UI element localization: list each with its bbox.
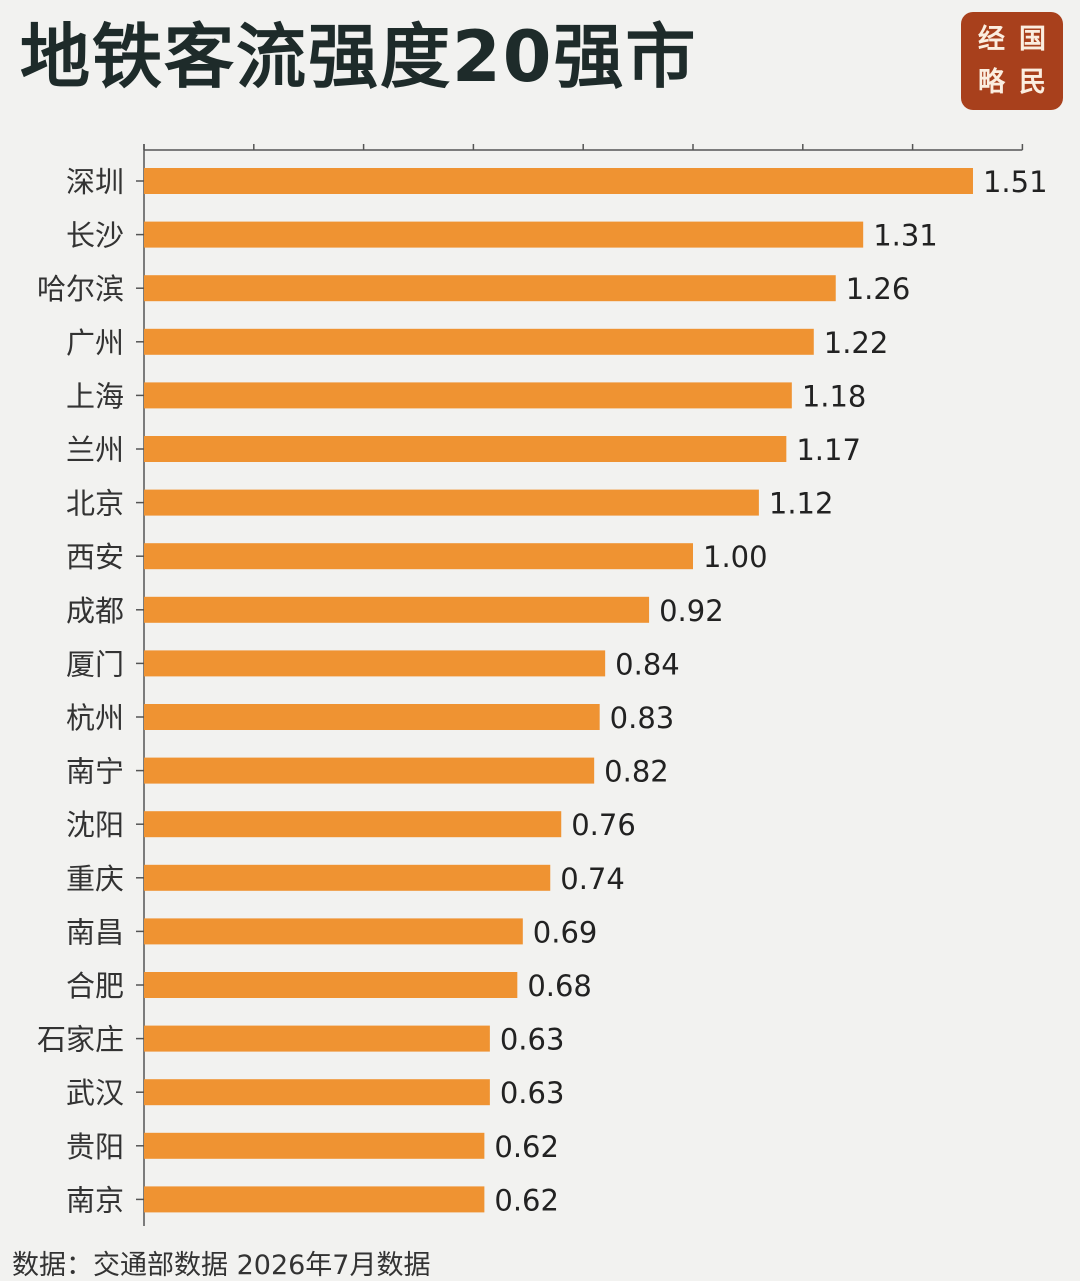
bar <box>144 436 787 462</box>
category-label: 合肥 <box>66 969 124 1003</box>
bar <box>144 811 562 838</box>
data-label: 0.69 <box>533 915 598 949</box>
category-label: 南宁 <box>66 755 124 789</box>
category-label: 杭州 <box>66 701 124 735</box>
bar <box>144 382 792 409</box>
data-label: 0.82 <box>604 755 669 789</box>
category-label: 兰州 <box>66 433 124 467</box>
logo-char: 经 <box>978 24 1005 55</box>
category-label: 深圳 <box>66 165 124 199</box>
data-label: 1.51 <box>983 165 1048 199</box>
data-label: 0.62 <box>494 1183 559 1217</box>
bar <box>144 221 864 248</box>
category-label: 石家庄 <box>37 1023 124 1057</box>
category-label: 南昌 <box>66 915 124 949</box>
data-label: 1.22 <box>824 326 889 360</box>
bar <box>144 864 551 891</box>
chart-title: 地铁客流强度20强市 <box>20 16 698 98</box>
category-label: 长沙 <box>66 219 124 253</box>
bar <box>144 1079 490 1106</box>
bar <box>144 1186 485 1213</box>
category-label: 上海 <box>66 379 124 413</box>
bar <box>144 596 650 623</box>
category-label: 武汉 <box>66 1076 124 1110</box>
bar <box>144 1132 485 1159</box>
bar <box>144 328 814 355</box>
category-label: 哈尔滨 <box>37 272 124 306</box>
logo-char: 国 <box>1019 24 1046 55</box>
data-label: 1.18 <box>802 379 867 413</box>
data-label: 0.62 <box>494 1130 559 1164</box>
category-label: 广州 <box>66 326 124 360</box>
bar <box>144 757 595 784</box>
data-label: 0.74 <box>560 862 625 896</box>
data-label: 1.12 <box>769 487 834 521</box>
category-label: 贵阳 <box>66 1130 124 1164</box>
bar <box>144 168 973 194</box>
data-label: 0.63 <box>500 1023 565 1057</box>
bar <box>144 543 693 570</box>
data-label: 1.31 <box>873 219 938 253</box>
data-label: 0.76 <box>571 808 636 842</box>
data-label: 1.00 <box>703 540 768 574</box>
data-label: 0.84 <box>615 647 680 681</box>
category-label: 成都 <box>66 594 124 628</box>
bar <box>144 650 606 677</box>
category-label: 重庆 <box>66 862 124 896</box>
bar <box>144 918 523 945</box>
data-label: 0.68 <box>527 969 592 1003</box>
category-label: 南京 <box>66 1183 124 1217</box>
data-label: 0.92 <box>659 594 724 628</box>
brand-logo: 经 国 略 民 <box>961 12 1063 110</box>
bar-chart: 深圳 1.51 长沙 1.31 哈尔滨 1.26 广州 1.22 上海 1.18 兰州 1.17 北京 1… <box>37 144 1048 1226</box>
data-label: 1.17 <box>796 433 861 467</box>
bar <box>144 275 836 302</box>
data-label: 1.26 <box>846 272 911 306</box>
category-label: 西安 <box>66 540 124 574</box>
data-label: 0.83 <box>610 701 675 735</box>
bar <box>144 1025 490 1052</box>
category-label: 厦门 <box>66 647 124 681</box>
logo-char: 略 <box>978 67 1005 98</box>
bar <box>144 972 518 998</box>
logo-char: 民 <box>1019 67 1046 98</box>
category-label: 北京 <box>66 487 124 521</box>
category-label: 沈阳 <box>66 808 124 842</box>
data-source-note: 数据：交通部数据 2026年7月数据 <box>12 1250 431 1281</box>
bar <box>144 489 759 516</box>
data-label: 0.63 <box>500 1076 565 1110</box>
bar <box>144 704 600 730</box>
